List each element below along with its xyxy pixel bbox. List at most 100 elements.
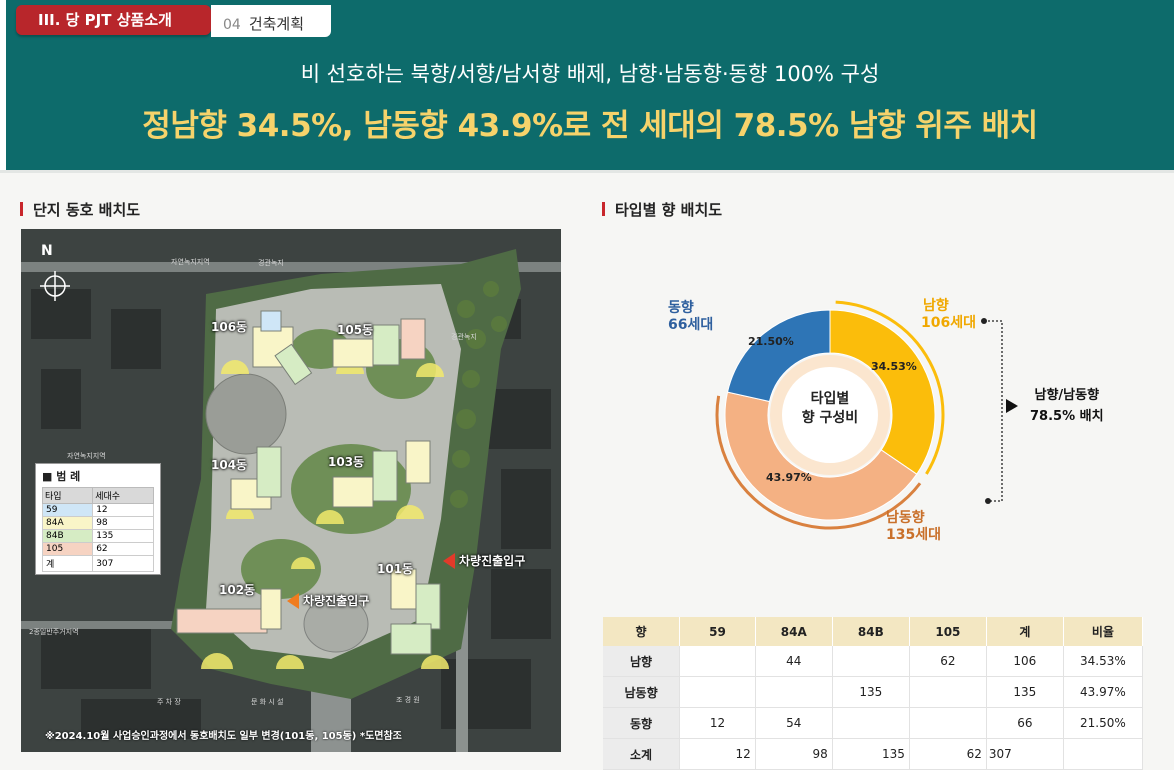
table-cell [679, 676, 756, 708]
legend-type: 84A [41, 516, 94, 530]
table-cell [1063, 738, 1144, 770]
southeast-pct-label: 43.97% [766, 471, 812, 484]
table-cell [755, 676, 833, 708]
legend-type: 84B [41, 529, 94, 543]
site-plan-note: ※2024.10월 사업승인과정에서 동호배치도 일부 변경(101동, 105… [45, 731, 402, 742]
bracket-connector [981, 318, 1018, 504]
southeast-label: 남동향 135세대 [886, 510, 941, 544]
table-cell: 135 [832, 738, 910, 770]
south-pct-label: 34.53% [871, 360, 917, 373]
area-label: 조 경 원 [396, 696, 420, 704]
donut-center-label-2: 향 구성비 [801, 410, 859, 426]
donut-center [782, 367, 878, 463]
area-label: 2종일반주거지역 [29, 628, 79, 636]
south-name: 남향 [923, 298, 949, 314]
table-cell: 12 [679, 738, 756, 770]
legend-count: 98 [92, 516, 154, 530]
donut-center-label-1: 타입별 [810, 391, 850, 407]
legend-row: 105 62 [41, 542, 154, 556]
building-103-label: 103동 [328, 455, 365, 469]
arrow-left-icon [443, 553, 455, 569]
table-row: 동향 12 54 66 21.50% [603, 707, 1144, 739]
legend-count: 135 [92, 529, 154, 543]
table-row: 소계 12 98 135 62 307 [603, 738, 1144, 770]
table-cell: 54 [755, 707, 833, 739]
headline-title: 정남향 34.5%, 남동향 43.9%로 전 세대의 78.5% 남향 위주 … [142, 108, 1038, 144]
table-row-header: 남향 [603, 646, 681, 677]
legend-header: 세대수 [92, 487, 154, 504]
table-header-row: 향 59 84A 84B 105 계 비율 [603, 617, 1144, 646]
vehicle-entrance-label: 차량진출입구 [303, 594, 370, 608]
southeast-name: 남동향 [886, 510, 925, 526]
legend-type: 105 [41, 542, 94, 556]
table-cell: 21.50% [1063, 707, 1144, 739]
section-tab[interactable]: III. 당 PJT 상품소개 [16, 5, 211, 35]
sub-tab-number: 04 [223, 17, 241, 33]
summary-text: 남향/남동향 78.5% 배치 [1030, 385, 1104, 427]
header-banner: III. 당 PJT 상품소개 04 건축계획 비 선호하는 북향/서향/남서향 … [0, 0, 1174, 173]
arrow-left-icon [287, 593, 299, 609]
table-cell: 62 [909, 646, 987, 677]
table-row: 남향 44 62 106 34.53% [603, 646, 1144, 677]
building-105-label: 105동 [337, 323, 374, 337]
table-row-header: 동향 [603, 707, 681, 739]
vehicle-entrance-south: 차량진출입구 [287, 592, 369, 609]
table-cell: 34.53% [1063, 646, 1144, 677]
south-units: 106세대 [921, 315, 976, 331]
east-label: 동향 66세대 [668, 300, 713, 334]
site-plan-title: 단지 동호 배치도 [20, 199, 140, 220]
vehicle-entrance-east: 차량진출입구 [443, 552, 525, 569]
table-header: 84A [755, 617, 833, 646]
table-header: 59 [679, 617, 756, 646]
area-label: 경관녹지 [451, 333, 477, 341]
east-units: 66세대 [668, 317, 714, 333]
table-cell: 106 [986, 646, 1064, 677]
site-plan-title-text: 단지 동호 배치도 [33, 201, 141, 219]
legend-row: 59 12 [41, 503, 154, 517]
sub-tab-label: 건축계획 [248, 15, 305, 33]
legend-header: 타입 [41, 487, 94, 504]
donut-outer-arc [835, 300, 945, 475]
table-header: 84B [832, 617, 910, 646]
table-cell [679, 646, 756, 677]
legend-count: 12 [92, 503, 154, 517]
vehicle-entrance-label: 차량진출입구 [459, 554, 526, 568]
legend-type: 계 [41, 555, 94, 572]
title-bar-icon [602, 202, 605, 216]
south-label: 남향 106세대 [921, 298, 976, 332]
area-label: 주 차 장 [157, 698, 181, 706]
legend-row: 84A 98 [41, 516, 154, 530]
legend-table: 타입 세대수 59 12 84A 98 84B 135 105 62 계 307 [41, 487, 154, 572]
headline-subtitle: 비 선호하는 북향/서향/남서향 배제, 남향·남동향·동향 100% 구성 [300, 62, 880, 86]
table-cell: 62 [909, 738, 987, 770]
east-pct-label: 21.50% [748, 335, 794, 348]
table-cell: 66 [986, 707, 1064, 739]
table-cell: 12 [679, 707, 756, 739]
donut-slice-east [726, 309, 831, 403]
table-cell [909, 676, 987, 708]
area-label: 경관녹지 [258, 259, 284, 267]
table-cell [832, 707, 910, 739]
sub-tab[interactable]: 04 건축계획 [211, 5, 331, 37]
legend-box: ■ 범 례 타입 세대수 59 12 84A 98 84B 135 105 62 계 30… [35, 463, 161, 575]
orientation-table: 향 59 84A 84B 105 계 비율 남향 44 62 106 34.53… [603, 617, 1144, 770]
summary-line-2: 78.5% 배치 [1030, 409, 1104, 424]
donut-outer-arc [715, 395, 922, 530]
area-label: 자연녹지지역 [171, 258, 210, 266]
orientation-title: 타입별 향 배치도 [602, 199, 722, 220]
title-bar-icon [20, 202, 23, 216]
table-header: 105 [909, 617, 987, 646]
table-header: 계 [986, 617, 1064, 646]
donut-slice-southeast [724, 391, 918, 521]
legend-type: 59 [41, 503, 94, 517]
table-cell: 135 [986, 676, 1064, 708]
legend-title: ■ 범 례 [42, 470, 81, 483]
table-cell: 44 [755, 646, 833, 677]
legend-row: 계 307 [41, 555, 154, 572]
building-106-label: 106동 [211, 320, 248, 334]
east-name: 동향 [668, 300, 694, 316]
orientation-title-text: 타입별 향 배치도 [615, 201, 723, 219]
site-plan-map: N 자연녹지지역 경관녹지 자연녹지지역 2종일반주거지역 주 차 장 문 화 … [21, 229, 561, 752]
building-104-label: 104동 [211, 458, 248, 472]
compass-north-label: N [41, 243, 53, 259]
